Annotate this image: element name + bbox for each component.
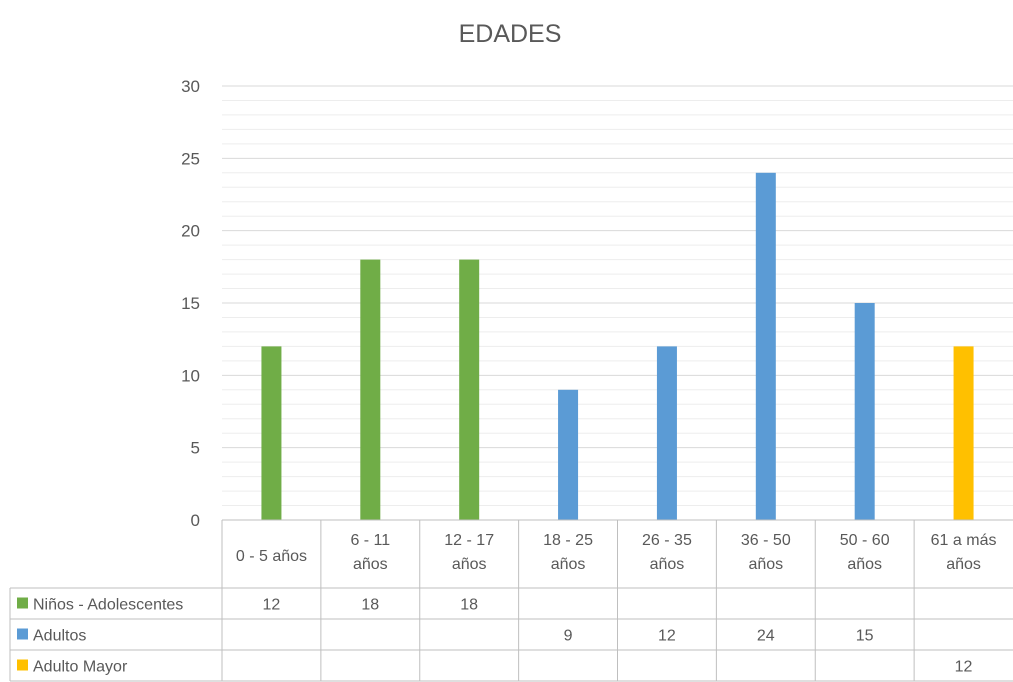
bar [261,346,282,520]
legend-key [17,628,28,640]
category-label-line: años [946,556,981,573]
legend-label: Niños - Adolescentes [33,597,183,614]
bar [755,172,776,521]
category-label-line: años [847,556,882,573]
y-tick-label: 10 [181,366,200,385]
data-cell: 9 [564,628,573,645]
category-label: 26 - 35 años [642,532,692,573]
category-label-line: 12 - 17 [444,532,494,549]
bars [261,172,974,521]
y-tick-label: 0 [191,511,200,530]
bar [854,303,875,520]
bar [656,346,677,520]
data-cell: 12 [263,597,281,614]
chart-title: EDADES [459,20,562,48]
category-label-line: 26 - 35 [642,532,692,549]
data-cell: 24 [757,628,775,645]
category-label-line: 61 a más [931,532,997,549]
category-label: 0 - 5 años [236,548,307,565]
y-tick-label: 15 [181,294,200,313]
category-label-line: años [650,556,685,573]
bar [558,389,579,520]
category-label: 6 - 11 años [350,532,390,573]
data-cell: 18 [460,597,478,614]
category-label-line: años [452,556,487,573]
category-label-line: años [748,556,783,573]
category-label: 36 - 50 años [741,532,791,573]
category-label-line: años [353,556,388,573]
data-cell: 15 [856,628,874,645]
data-cell: 12 [955,659,973,676]
bar [360,259,381,520]
category-label: 50 - 60 años [840,532,890,573]
category-label-line: 50 - 60 [840,532,890,549]
y-axis-ticks: 0 5 10 15 20 25 30 [181,77,200,530]
legend-key [17,597,28,609]
category-label: 12 - 17 años [444,532,494,573]
legend-key [17,659,28,671]
category-label-line: 36 - 50 [741,532,791,549]
category-label-line: 6 - 11 [350,532,390,549]
data-cell: 12 [658,628,676,645]
y-tick-label: 30 [181,77,200,96]
category-label: 18 - 25 años [543,532,593,573]
y-tick-label: 20 [181,222,200,241]
category-label-line: 18 - 25 [543,532,593,549]
data-cell: 18 [361,597,379,614]
bar [459,259,480,520]
legend-label: Adulto Mayor [33,659,128,676]
category-label: 61 a más años [931,532,997,573]
bar [953,346,974,520]
y-tick-label: 25 [181,149,200,168]
legend-label: Adultos [33,628,86,645]
y-tick-label: 5 [191,439,200,458]
data-table: 0 - 5 años 6 - 11 años 12 - 17 años 18 - 25 añ… [9,519,1013,682]
gridlines [222,85,1013,507]
category-label-line: años [551,556,586,573]
